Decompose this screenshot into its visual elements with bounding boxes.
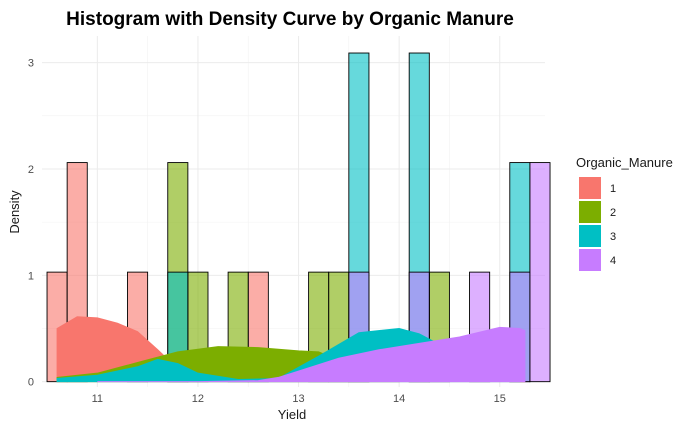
y-tick-label: 0 (28, 377, 34, 389)
legend-key-4 (579, 249, 601, 271)
legend-items: 1 2 3 4 (579, 177, 616, 271)
x-tick-label: 11 (92, 393, 103, 405)
legend-key-2 (579, 201, 601, 223)
x-tick-label: 14 (393, 393, 405, 405)
density-curves (56, 316, 526, 383)
x-axis-ticks: 11 12 13 14 15 (92, 393, 506, 405)
chart-title: Histogram with Density Curve by Organic … (66, 9, 514, 30)
y-axis-label: Density (7, 190, 22, 234)
y-tick-label: 2 (28, 164, 34, 176)
y-tick-label: 1 (28, 270, 34, 282)
legend-label-2: 2 (610, 207, 616, 219)
x-tick-label: 13 (292, 393, 304, 405)
legend-label-3: 3 (610, 231, 616, 243)
histogram-bar-series-4 (529, 162, 551, 383)
x-axis-label: Yield (278, 407, 306, 422)
legend: Organic_Manure 1 2 3 4 (576, 155, 673, 271)
x-tick-label: 15 (494, 393, 506, 405)
legend-key-3 (579, 225, 601, 247)
density-area-series-4 (97, 326, 526, 383)
y-axis-ticks: 0 1 2 3 (28, 58, 34, 389)
y-tick-label: 3 (28, 58, 34, 70)
legend-label-4: 4 (610, 255, 616, 267)
legend-key-1 (579, 177, 601, 199)
legend-title: Organic_Manure (576, 155, 673, 170)
x-tick-label: 12 (192, 393, 204, 405)
legend-label-1: 1 (610, 183, 616, 195)
